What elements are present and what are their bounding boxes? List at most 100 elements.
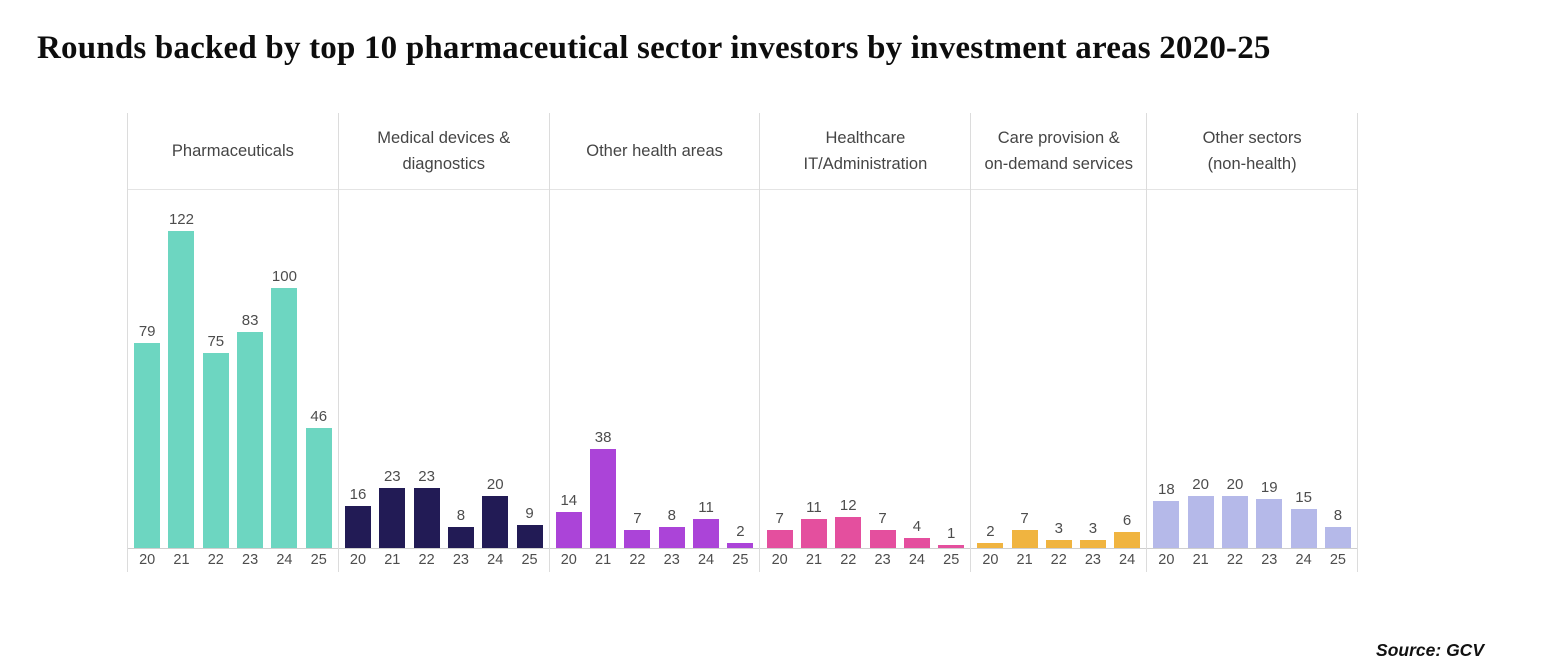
axis-tick: 21 <box>173 552 190 568</box>
axis-tick: 22 <box>207 552 224 568</box>
axis-tick: 24 <box>276 552 293 568</box>
group-plot-medical-devices-diagnostics: 16 23 23 8 20 9 <box>339 190 549 548</box>
bar-value-label: 7 <box>633 510 642 527</box>
bar-medical-devices-diagnostics-24 <box>482 496 509 548</box>
group-axis-healthcare-it-administration: 20 21 22 23 24 25 <box>760 548 971 572</box>
bar-value-label: 1 <box>947 525 956 542</box>
bar-slot: 7 <box>865 511 899 548</box>
bar-medical-devices-diagnostics-22 <box>413 488 440 548</box>
group-axis-medical-devices-diagnostics: 20 21 22 23 24 25 <box>338 548 549 572</box>
axis-tick: 25 <box>521 552 538 568</box>
bar-value-label: 7 <box>1020 510 1029 527</box>
group-other-sectors-non-health: Other sectors (non-health) 18 20 20 19 15 8 20 21… <box>1146 113 1358 572</box>
group-header-other-health-areas: Other health areas <box>549 113 760 190</box>
axis-tick: 20 <box>560 552 577 568</box>
bar-slot: 3 <box>1076 521 1110 548</box>
group-header-line: Other sectors <box>1202 129 1302 147</box>
bar-value-label: 9 <box>525 505 534 522</box>
axis-tick: 21 <box>805 552 823 568</box>
bar-other-health-areas-25 <box>727 543 754 548</box>
bar-slot: 122 <box>164 212 198 548</box>
bar-value-label: 2 <box>736 523 745 540</box>
bar-slot: 8 <box>1321 508 1355 548</box>
group-header-line: (non-health) <box>1207 155 1297 173</box>
bar-slot: 8 <box>444 508 478 548</box>
group-care-provision-on-demand-services: Care provision & on-demand services 2 7 3 3 6 2… <box>970 113 1147 572</box>
group-header-line: Medical devices & <box>377 129 511 147</box>
source-note: Source: GCV <box>1376 640 1484 660</box>
bar-slot: 12 <box>831 498 865 548</box>
bar-healthcare-it-administration-24 <box>903 538 930 548</box>
group-plot-healthcare-it-administration: 7 11 12 7 4 1 <box>760 190 970 548</box>
bar-slot: 46 <box>302 409 336 548</box>
bar-other-health-areas-22 <box>624 530 651 548</box>
bar-healthcare-it-administration-25 <box>938 545 965 548</box>
bar-healthcare-it-administration-23 <box>869 530 896 548</box>
bar-slot: 79 <box>130 324 164 548</box>
bar-other-sectors-non-health-23 <box>1256 499 1283 548</box>
bar-value-label: 20 <box>1192 476 1209 493</box>
bar-medical-devices-diagnostics-20 <box>344 506 371 548</box>
bar-healthcare-it-administration-22 <box>835 517 862 548</box>
bar-other-health-areas-20 <box>555 512 582 548</box>
group-header-line: Other health areas <box>586 142 723 160</box>
bar-value-label: 11 <box>806 499 822 516</box>
group-header-healthcare-it-administration: Healthcare IT/Administration <box>760 113 971 190</box>
group-header-medical-devices-diagnostics: Medical devices & diagnostics <box>338 113 549 190</box>
group-medical-devices-diagnostics: Medical devices & diagnostics 16 23 23 8 20 9 20… <box>337 113 549 572</box>
axis-tick: 20 <box>139 552 156 568</box>
bar-slot: 1 <box>934 526 968 548</box>
axis-tick: 25 <box>1329 552 1346 568</box>
bar-pharmaceuticals-22 <box>202 353 229 548</box>
bar-value-label: 8 <box>1333 507 1343 524</box>
bar-value-label: 16 <box>349 486 367 503</box>
bar-value-label: 7 <box>878 510 887 527</box>
bar-slot: 7 <box>620 511 654 548</box>
bar-slot: 11 <box>689 500 723 548</box>
bar-slot: 14 <box>552 493 586 548</box>
bar-slot: 2 <box>973 524 1007 548</box>
bar-value-label: 18 <box>1157 481 1175 498</box>
bar-pharmaceuticals-23 <box>237 332 264 548</box>
bar-value-label: 46 <box>310 408 328 425</box>
bar-other-sectors-non-health-24 <box>1290 509 1317 548</box>
bar-medical-devices-diagnostics-25 <box>516 525 543 548</box>
axis-tick: 23 <box>1261 552 1278 568</box>
bar-value-label: 19 <box>1260 479 1278 496</box>
bar-other-sectors-non-health-22 <box>1221 496 1248 548</box>
bar-other-sectors-non-health-21 <box>1187 496 1214 548</box>
axis-tick: 22 <box>1050 552 1067 568</box>
page-title: Rounds backed by top 10 pharmaceutical s… <box>37 30 1271 66</box>
group-plot-care-provision-on-demand-services: 2 7 3 3 6 <box>971 190 1146 548</box>
group-plot-pharmaceuticals: 79 122 75 83 100 46 <box>128 190 338 548</box>
axis-tick: 21 <box>1192 552 1209 568</box>
axis-tick: 21 <box>384 552 401 568</box>
bar-slot: 4 <box>900 519 934 548</box>
bar-value-label: 75 <box>207 333 225 350</box>
bar-value-label: 83 <box>241 312 259 329</box>
group-axis-other-health-areas: 20 21 22 23 24 25 <box>549 548 760 572</box>
bar-value-label: 12 <box>839 497 857 514</box>
group-header-line: diagnostics <box>402 155 486 173</box>
bar-care-provision-on-demand-services-22 <box>1045 540 1072 548</box>
bar-medical-devices-diagnostics-21 <box>379 488 406 548</box>
bar-value-label: 8 <box>456 507 466 524</box>
bar-value-label: 20 <box>1226 476 1244 493</box>
bar-value-label: 7 <box>775 510 784 527</box>
bar-value-label: 100 <box>271 268 297 285</box>
group-plot-other-sectors-non-health: 18 20 20 19 15 8 <box>1147 190 1357 548</box>
group-header-line: Care provision & <box>997 129 1120 147</box>
group-header-pharmaceuticals: Pharmaceuticals <box>128 113 338 190</box>
axis-tick: 20 <box>1158 552 1175 568</box>
axis-tick: 21 <box>1016 552 1033 568</box>
bar-slot: 100 <box>267 269 301 548</box>
bar-other-health-areas-23 <box>658 527 685 548</box>
bar-other-health-areas-24 <box>693 519 720 548</box>
bar-value-label: 11 <box>698 499 714 516</box>
bar-slot: 38 <box>586 430 620 548</box>
axis-tick: 20 <box>349 552 367 568</box>
bar-care-provision-on-demand-services-21 <box>1011 530 1038 548</box>
axis-tick: 25 <box>310 552 327 568</box>
bar-care-provision-on-demand-services-23 <box>1079 540 1106 548</box>
group-plot-other-health-areas: 14 38 7 8 11 2 <box>550 190 760 548</box>
